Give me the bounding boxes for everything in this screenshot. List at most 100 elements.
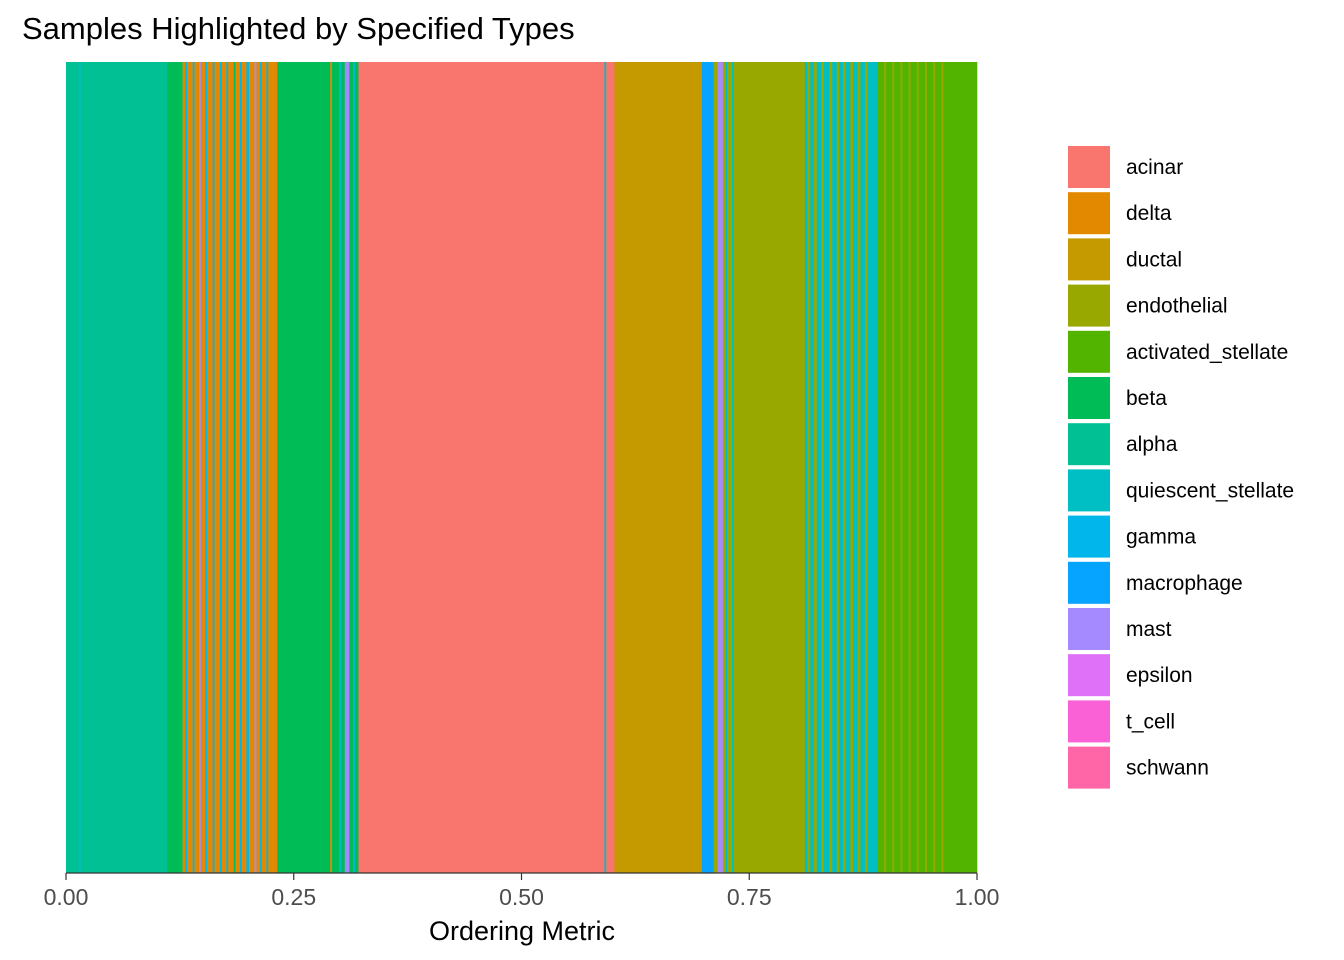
legend-key-quiescent_stellate [1068, 469, 1110, 512]
band-quiescent_stellate [78, 62, 81, 873]
legend-key-t_cell [1068, 700, 1110, 743]
band-activated_stellate [918, 62, 926, 873]
band-quiescent_stellate [839, 62, 844, 873]
legend-label-gamma: gamma [1126, 526, 1196, 549]
legend-label-endothelial: endothelial [1126, 295, 1228, 318]
band-beta [167, 62, 183, 873]
band-beta [354, 62, 359, 873]
band-delta [241, 62, 247, 873]
band-activated_stellate [910, 62, 918, 873]
band-gamma [212, 62, 215, 873]
band-endothelial [925, 62, 928, 873]
band-quiescent_stellate [845, 62, 851, 873]
x-axis-title: Ordering Metric [429, 916, 615, 946]
band-acinar [606, 62, 615, 873]
band-endothelial [843, 62, 847, 873]
band-gamma [205, 62, 208, 873]
x-tick-label: 0.25 [271, 884, 316, 910]
band-gamma [240, 62, 243, 873]
band-alpha [80, 62, 168, 873]
x-tick-label: 1.00 [955, 884, 1000, 910]
legend-label-delta: delta [1126, 202, 1172, 225]
band-quiescent_stellate [832, 62, 838, 873]
band-beta [349, 62, 354, 873]
band-delta [256, 62, 261, 873]
band-mast [344, 62, 350, 873]
legend-key-gamma [1068, 515, 1110, 558]
band-quiescent_stellate [731, 62, 735, 873]
band-alpha [66, 62, 80, 873]
legend-key-endothelial [1068, 284, 1110, 327]
legend-label-mast: mast [1126, 618, 1172, 641]
band-endothelial [727, 62, 733, 873]
band-quiescent_stellate [853, 62, 858, 873]
legend-label-acinar: acinar [1126, 156, 1183, 179]
band-ductal [614, 62, 703, 873]
band-delta [221, 62, 227, 873]
legend-label-schwann: schwann [1126, 757, 1209, 780]
band-quiescent_stellate [810, 62, 815, 873]
band-delta [235, 62, 241, 873]
legend-key-delta [1068, 192, 1110, 235]
band-endothelial [864, 62, 868, 873]
band-quiescent_stellate [725, 62, 728, 873]
band-endothelial [807, 62, 811, 873]
band-layer [66, 62, 978, 873]
band-quiescent_stellate [804, 62, 808, 873]
band-delta [261, 62, 267, 873]
legend-label-t_cell: t_cell [1126, 710, 1175, 733]
legend-key-macrophage [1068, 561, 1110, 604]
legend-key-schwann [1068, 746, 1110, 789]
legend-key-activated_stellate [1068, 330, 1110, 373]
band-endothelial [908, 62, 911, 873]
band-quiescent_stellate [860, 62, 866, 873]
band-gamma [192, 62, 195, 873]
legend-key-alpha [1068, 423, 1110, 466]
band-quiescent_stellate [867, 62, 879, 873]
band-gamma [246, 62, 250, 873]
band-endothelial [829, 62, 833, 873]
band-endothelial [916, 62, 919, 873]
band-gamma [260, 62, 263, 873]
band-beta [341, 62, 346, 873]
band-activated_stellate [877, 62, 885, 873]
legend: acinar delta ductal endothelial activated_st… [1068, 146, 1294, 789]
band-endothelial [836, 62, 840, 873]
legend-label-activated_stellate: activated_stellate [1126, 341, 1288, 364]
band-macrophage [701, 62, 715, 873]
band-activated_stellate [943, 62, 978, 873]
band-gamma [266, 62, 269, 873]
band-quiescent_stellate [816, 62, 822, 873]
band-endothelial [933, 62, 936, 873]
x-tick-label: 0.00 [44, 884, 89, 910]
x-axis-ticks: 0.00 0.25 0.50 0.75 1.00 [44, 873, 1000, 910]
legend-label-ductal: ductal [1126, 248, 1182, 271]
band-gamma [352, 62, 356, 873]
band-endothelial [892, 62, 895, 873]
legend-key-mast [1068, 608, 1110, 650]
band-activated_stellate [935, 62, 942, 873]
band-quiescent_stellate [823, 62, 830, 873]
band-endothelial [733, 62, 806, 873]
band-endothelial [713, 62, 718, 873]
band-endothelial [821, 62, 825, 873]
band-delta [228, 62, 234, 873]
band-delta [187, 62, 193, 873]
band-gamma [226, 62, 229, 873]
band-delta [207, 62, 213, 873]
band-mast [199, 62, 202, 873]
band-delta [182, 62, 186, 873]
legend-key-beta [1068, 377, 1110, 419]
legend-key-acinar [1068, 146, 1110, 188]
band-delta [330, 62, 333, 873]
legend-key-epsilon [1068, 654, 1110, 697]
band-beta [233, 62, 236, 873]
legend-label-epsilon: epsilon [1126, 664, 1193, 687]
band-activated_stellate [885, 62, 893, 873]
band-beta [277, 62, 331, 873]
band-endothelial [813, 62, 817, 873]
chart-title: Samples Highlighted by Specified Types [22, 11, 575, 46]
band-delta [268, 62, 278, 873]
band-activated_stellate [926, 62, 934, 873]
